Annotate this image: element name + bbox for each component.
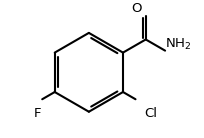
Text: F: F: [34, 107, 42, 120]
Text: Cl: Cl: [144, 107, 157, 120]
Text: NH$_2$: NH$_2$: [165, 37, 192, 52]
Text: O: O: [131, 2, 141, 14]
